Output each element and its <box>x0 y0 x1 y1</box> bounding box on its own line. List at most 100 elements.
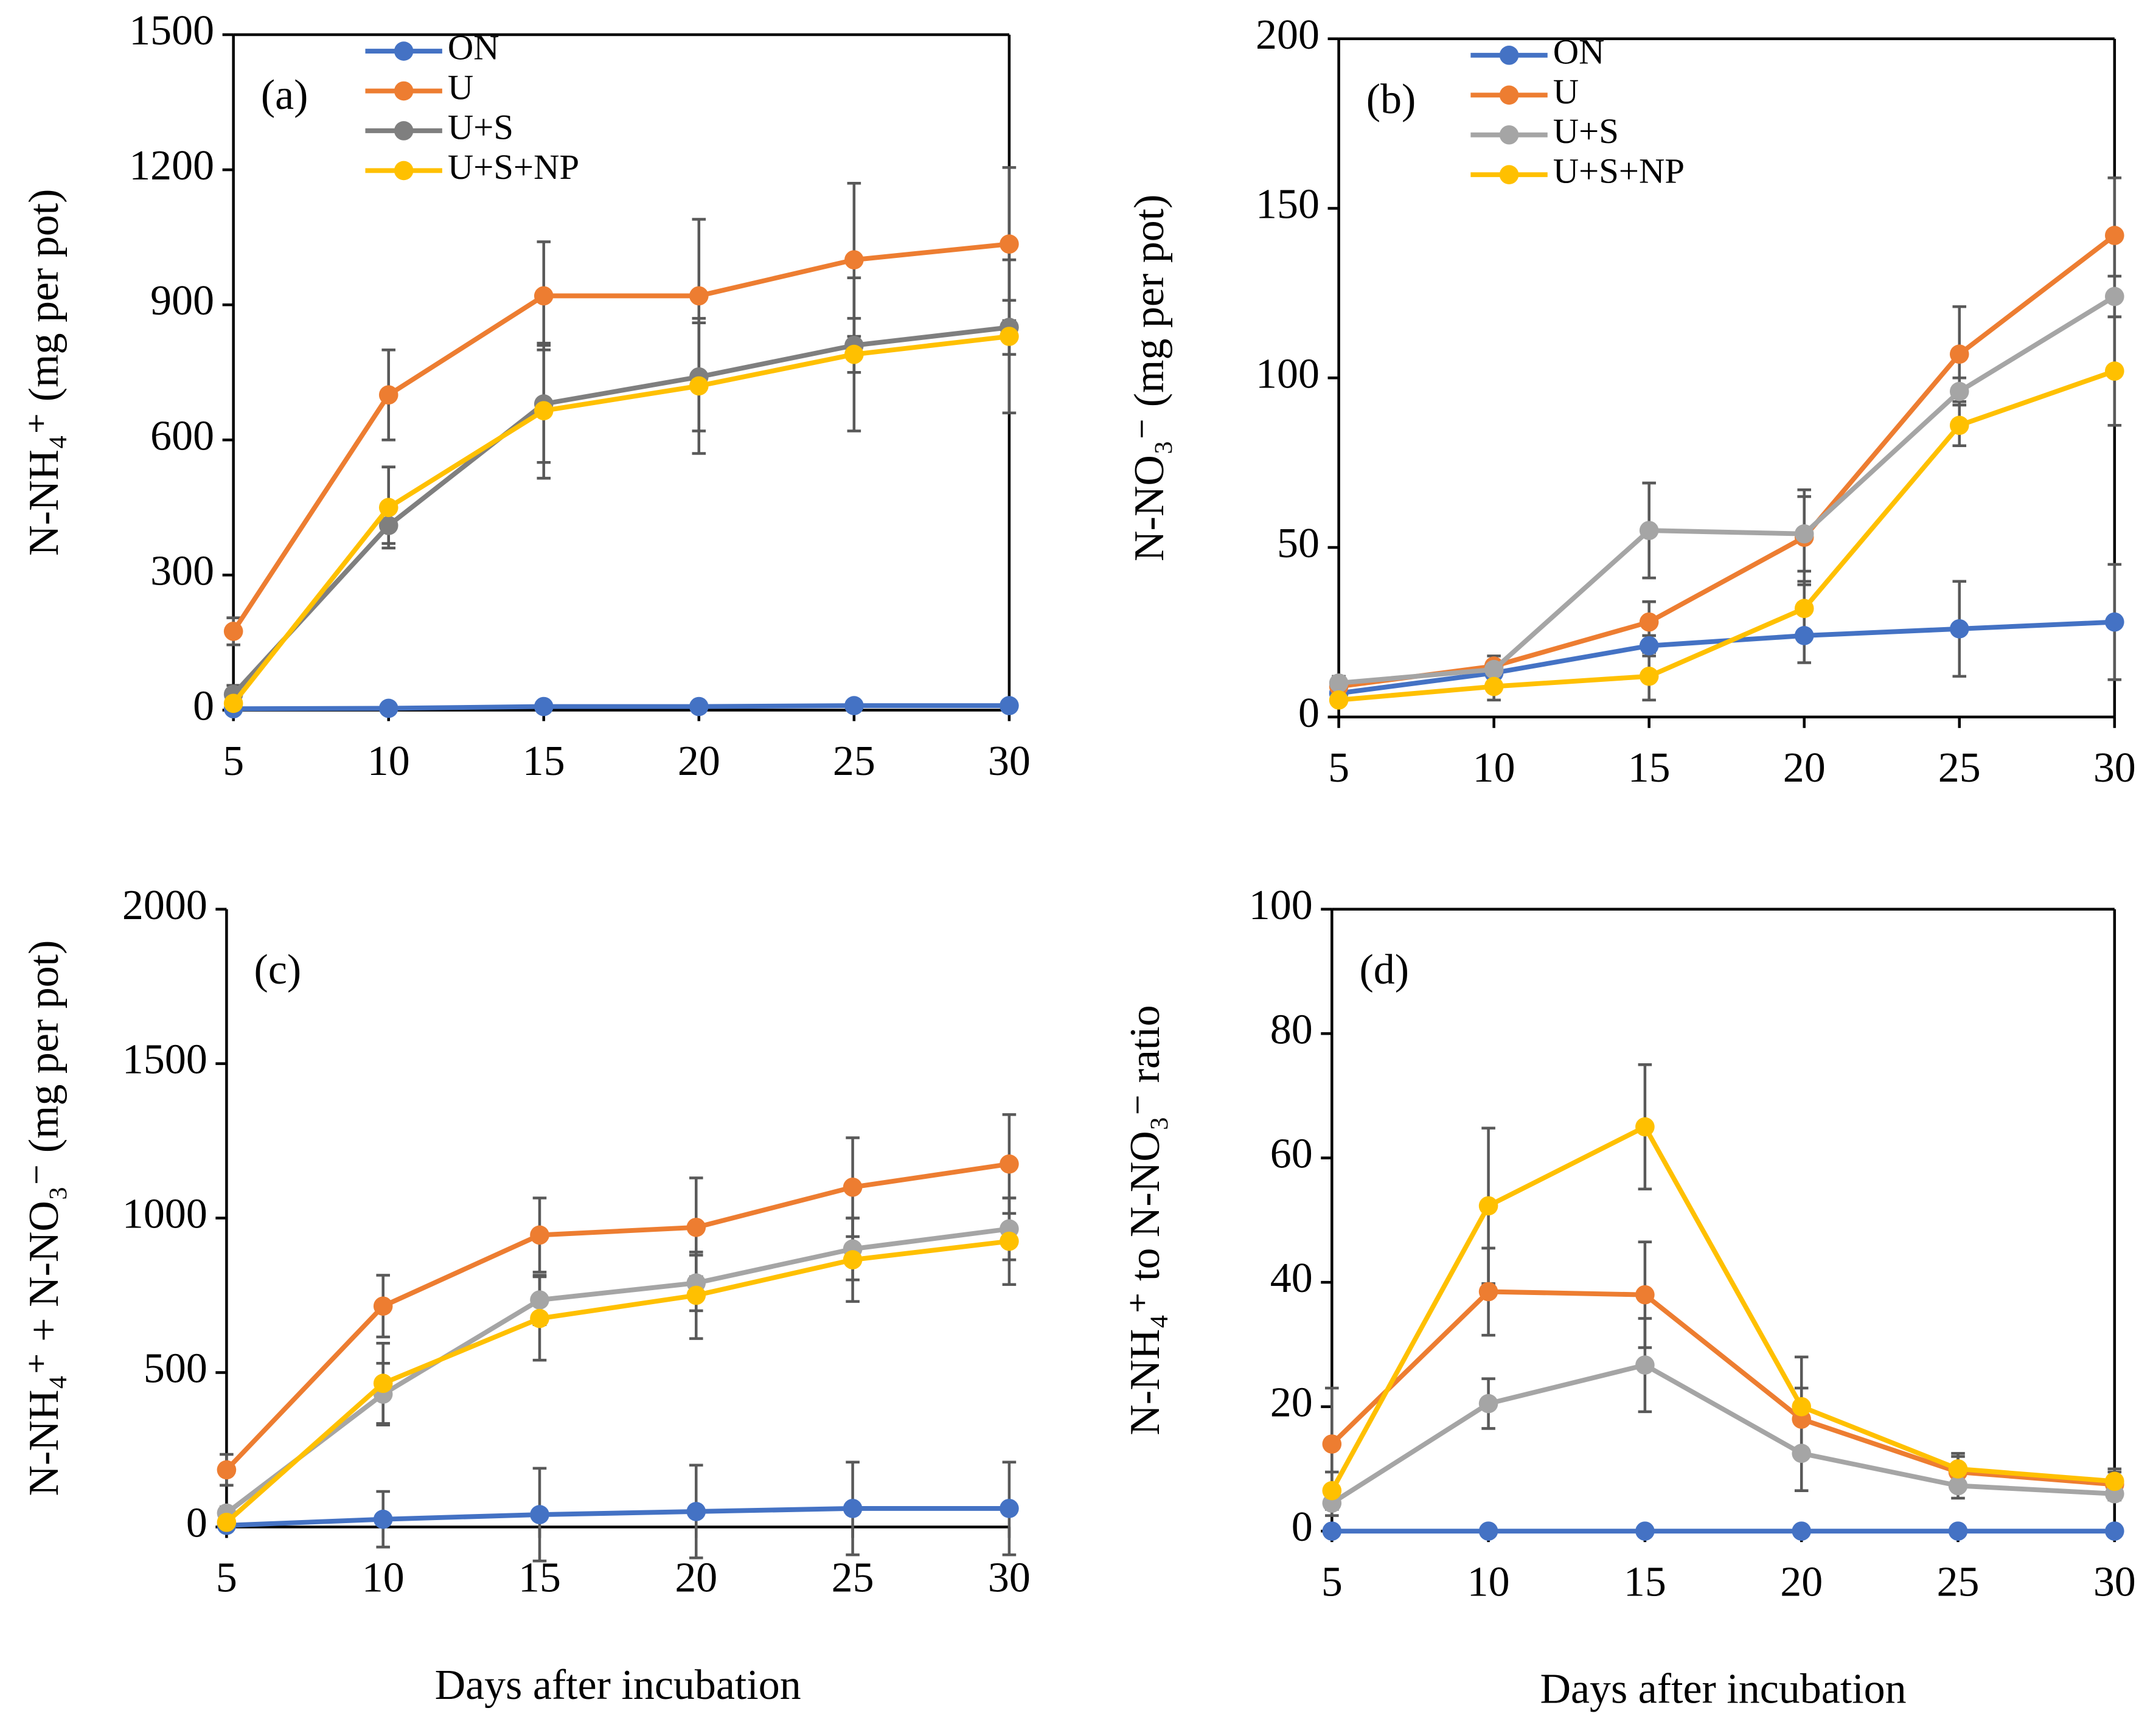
data-point <box>1000 234 1019 254</box>
x-tick-label: 10 <box>1473 745 1515 791</box>
legend-marker <box>1499 125 1519 145</box>
data-point <box>1639 521 1659 540</box>
data-point <box>530 1308 549 1328</box>
panel-label: (a) <box>261 72 308 119</box>
legend-marker <box>1499 46 1519 65</box>
data-point <box>373 1509 393 1529</box>
data-point <box>844 344 864 364</box>
data-point <box>2105 1471 2124 1491</box>
data-point <box>534 286 554 306</box>
x-tick-label: 25 <box>1937 1558 1980 1605</box>
panel-label: (c) <box>254 946 302 993</box>
legend-marker <box>394 81 414 101</box>
data-point <box>1000 1154 1019 1174</box>
legend-marker <box>1499 85 1519 105</box>
x-tick-label: 15 <box>1624 1558 1666 1605</box>
data-point <box>1948 1476 1968 1496</box>
series-line <box>1338 294 2116 686</box>
data-point <box>1949 619 1969 639</box>
data-point <box>686 1217 706 1237</box>
y-tick-label: 600 <box>150 412 214 459</box>
y-tick-label: 500 <box>144 1345 207 1392</box>
data-point <box>373 1373 393 1394</box>
data-point <box>843 1499 863 1518</box>
data-point <box>1000 1499 1019 1518</box>
data-point <box>1322 1481 1342 1501</box>
series-line <box>1330 1289 2115 1487</box>
data-point <box>689 696 709 717</box>
legend-marker <box>394 161 414 181</box>
data-point <box>223 622 243 641</box>
data-point <box>534 696 554 717</box>
data-point <box>1949 344 1969 364</box>
data-point <box>2105 612 2124 632</box>
legend-label: U+S+NP <box>1553 151 1685 191</box>
data-point <box>1000 327 1019 346</box>
y-axis-label: N-NH₄⁺ (mg per pot) <box>21 189 68 556</box>
x-tick-label: 25 <box>832 1555 874 1602</box>
x-tick-label: 5 <box>216 1555 237 1602</box>
data-point <box>1000 1231 1019 1251</box>
y-tick-label: 1500 <box>122 1036 207 1083</box>
data-point <box>1635 1355 1655 1375</box>
data-point <box>2105 286 2124 307</box>
x-tick-label: 25 <box>833 738 875 785</box>
data-point <box>530 1505 549 1524</box>
series-line <box>233 703 1009 712</box>
x-tick-label: 15 <box>1628 745 1671 791</box>
data-point <box>1329 690 1349 710</box>
x-tick-label: 5 <box>1321 1558 1343 1605</box>
y-tick-label: 300 <box>150 547 214 594</box>
data-point <box>378 498 398 518</box>
legend-marker <box>1499 165 1519 185</box>
series-line <box>1338 619 2115 696</box>
series-line <box>231 325 1010 696</box>
y-axis-label: N-NO₃⁻ (mg per pot) <box>1126 195 1173 561</box>
legend-marker <box>394 41 414 61</box>
y-tick-label: 150 <box>1256 181 1320 228</box>
data-point <box>1949 381 1969 401</box>
data-point <box>534 401 554 420</box>
data-point <box>1484 659 1504 679</box>
data-point <box>843 1250 863 1269</box>
y-tick-label: 0 <box>186 1499 207 1546</box>
data-point <box>1792 1443 1812 1463</box>
data-point <box>530 1225 549 1245</box>
data-point <box>378 385 398 405</box>
data-point <box>2105 226 2124 245</box>
y-tick-label: 60 <box>1270 1131 1313 1178</box>
y-tick-label: 100 <box>1256 350 1320 397</box>
data-point <box>378 698 398 718</box>
x-tick-label: 20 <box>1783 745 1826 791</box>
x-tick-label: 20 <box>678 738 720 785</box>
x-tick-label: 5 <box>1328 745 1349 791</box>
data-point <box>1322 1434 1342 1454</box>
y-tick-label: 40 <box>1270 1255 1313 1302</box>
data-point <box>217 1512 237 1532</box>
x-tick-label: 30 <box>988 1555 1031 1602</box>
data-point <box>217 1460 237 1480</box>
legend-label: U+S+NP <box>448 147 579 187</box>
x-tick-label: 5 <box>223 738 244 785</box>
data-point <box>1794 524 1814 544</box>
panel: 0 20 40 60 80 100 5 10 15 20 25 30 N-NH₄⁺ to N-NO₃⁻ … <box>1122 882 2136 1713</box>
panel-label: (d) <box>1359 946 1409 993</box>
legend-label: ON <box>1553 32 1605 71</box>
data-point <box>686 1285 706 1305</box>
data-point <box>1478 1196 1498 1216</box>
data-point <box>1000 696 1019 715</box>
data-point <box>1794 599 1814 619</box>
x-tick-label: 20 <box>675 1555 717 1602</box>
y-tick-label: 2000 <box>122 882 207 929</box>
legend-label: U <box>1553 72 1579 111</box>
data-point <box>1635 1285 1655 1305</box>
data-point <box>373 1296 393 1316</box>
y-tick-label: 0 <box>193 683 214 730</box>
series-line <box>1329 1123 2115 1492</box>
data-point <box>1329 673 1349 693</box>
y-tick-label: 1000 <box>122 1191 207 1238</box>
x-tick-label: 10 <box>362 1555 405 1602</box>
data-point <box>689 286 709 306</box>
data-point <box>689 376 709 396</box>
data-point <box>1635 1521 1655 1541</box>
